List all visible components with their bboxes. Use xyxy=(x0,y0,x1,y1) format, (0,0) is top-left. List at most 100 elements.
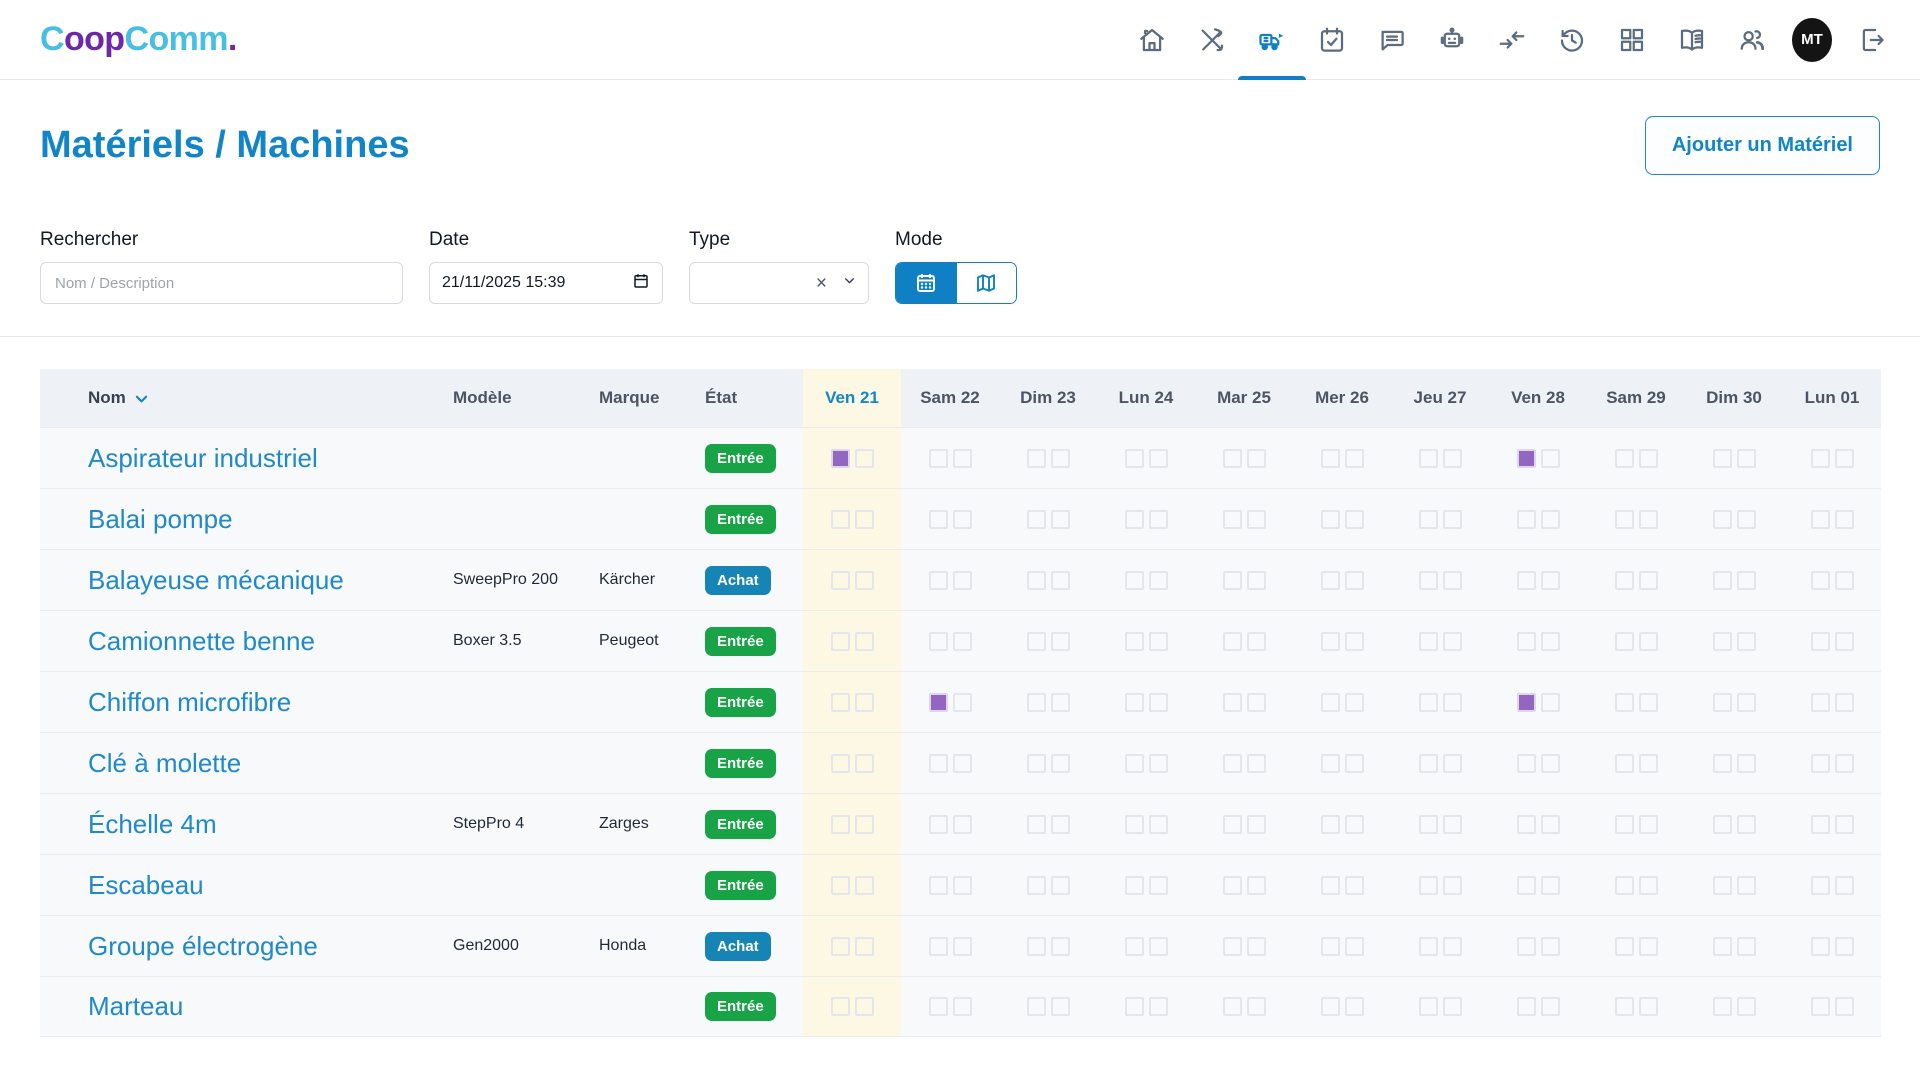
free-slot[interactable] xyxy=(1148,997,1168,1016)
free-slot[interactable] xyxy=(1050,509,1070,529)
free-slot[interactable] xyxy=(1540,997,1560,1016)
free-slot[interactable] xyxy=(1418,814,1438,834)
free-slot[interactable] xyxy=(1246,814,1266,834)
free-slot[interactable] xyxy=(1736,814,1756,834)
free-slot[interactable] xyxy=(1834,631,1854,651)
free-slot[interactable] xyxy=(1148,814,1168,834)
material-name-link[interactable]: Camionnette benne xyxy=(88,625,315,656)
free-slot[interactable] xyxy=(1418,570,1438,590)
material-name-link[interactable]: Échelle 4m xyxy=(88,808,217,839)
free-slot[interactable] xyxy=(1320,448,1340,468)
free-slot[interactable] xyxy=(1810,936,1830,956)
material-name-link[interactable]: Chiffon microfibre xyxy=(88,686,292,717)
free-slot[interactable] xyxy=(928,753,948,773)
free-slot[interactable] xyxy=(1516,509,1536,529)
free-slot[interactable] xyxy=(1712,631,1732,651)
free-slot[interactable] xyxy=(1736,936,1756,956)
free-slot[interactable] xyxy=(1344,814,1364,834)
free-slot[interactable] xyxy=(1050,936,1070,956)
free-slot[interactable] xyxy=(1148,936,1168,956)
free-slot[interactable] xyxy=(1638,631,1658,651)
free-slot[interactable] xyxy=(1148,448,1168,468)
free-slot[interactable] xyxy=(830,631,850,651)
free-slot[interactable] xyxy=(1418,997,1438,1016)
free-slot[interactable] xyxy=(1540,509,1560,529)
free-slot[interactable] xyxy=(1442,631,1462,651)
free-slot[interactable] xyxy=(1246,509,1266,529)
free-slot[interactable] xyxy=(1050,753,1070,773)
free-slot[interactable] xyxy=(1442,936,1462,956)
free-slot[interactable] xyxy=(1736,448,1756,468)
users-icon[interactable] xyxy=(1732,0,1772,80)
free-slot[interactable] xyxy=(1050,448,1070,468)
free-slot[interactable] xyxy=(1050,814,1070,834)
free-slot[interactable] xyxy=(1222,875,1242,895)
free-slot[interactable] xyxy=(1834,875,1854,895)
free-slot[interactable] xyxy=(1712,570,1732,590)
free-slot[interactable] xyxy=(1712,936,1732,956)
free-slot[interactable] xyxy=(1222,753,1242,773)
free-slot[interactable] xyxy=(952,814,972,834)
material-name-link[interactable]: Marteau xyxy=(88,991,184,1021)
free-slot[interactable] xyxy=(1246,570,1266,590)
free-slot[interactable] xyxy=(1442,509,1462,529)
free-slot[interactable] xyxy=(1246,875,1266,895)
free-slot[interactable] xyxy=(928,509,948,529)
free-slot[interactable] xyxy=(1026,814,1046,834)
free-slot[interactable] xyxy=(1418,753,1438,773)
free-slot[interactable] xyxy=(1222,631,1242,651)
free-slot[interactable] xyxy=(1540,448,1560,468)
free-slot[interactable] xyxy=(928,875,948,895)
free-slot[interactable] xyxy=(952,875,972,895)
free-slot[interactable] xyxy=(1124,692,1144,712)
date-input[interactable]: 21/11/2025 15:39 xyxy=(429,262,663,304)
free-slot[interactable] xyxy=(1442,448,1462,468)
free-slot[interactable] xyxy=(1442,570,1462,590)
free-slot[interactable] xyxy=(1124,936,1144,956)
material-name-link[interactable]: Aspirateur industriel xyxy=(88,442,318,473)
free-slot[interactable] xyxy=(1246,631,1266,651)
free-slot[interactable] xyxy=(1736,997,1756,1016)
mode-calendar-button[interactable] xyxy=(896,263,956,303)
free-slot[interactable] xyxy=(1614,692,1634,712)
free-slot[interactable] xyxy=(1246,753,1266,773)
free-slot[interactable] xyxy=(1344,570,1364,590)
free-slot[interactable] xyxy=(1026,509,1046,529)
free-slot[interactable] xyxy=(1222,570,1242,590)
reserved-slot[interactable] xyxy=(1516,448,1536,468)
free-slot[interactable] xyxy=(1834,753,1854,773)
truck-icon[interactable] xyxy=(1238,0,1306,80)
free-slot[interactable] xyxy=(830,936,850,956)
free-slot[interactable] xyxy=(928,936,948,956)
free-slot[interactable] xyxy=(1148,570,1168,590)
material-name-link[interactable]: Escabeau xyxy=(88,869,204,900)
free-slot[interactable] xyxy=(1516,936,1536,956)
tools-icon[interactable] xyxy=(1192,0,1232,80)
free-slot[interactable] xyxy=(1320,631,1340,651)
free-slot[interactable] xyxy=(854,997,874,1016)
free-slot[interactable] xyxy=(830,753,850,773)
free-slot[interactable] xyxy=(1712,753,1732,773)
add-material-button[interactable]: Ajouter un Matériel xyxy=(1644,116,1880,175)
free-slot[interactable] xyxy=(928,997,948,1016)
free-slot[interactable] xyxy=(1614,631,1634,651)
free-slot[interactable] xyxy=(1834,448,1854,468)
free-slot[interactable] xyxy=(1418,875,1438,895)
calendar-check-icon[interactable] xyxy=(1312,0,1352,80)
free-slot[interactable] xyxy=(854,570,874,590)
free-slot[interactable] xyxy=(1148,692,1168,712)
free-slot[interactable] xyxy=(1638,997,1658,1016)
free-slot[interactable] xyxy=(1516,570,1536,590)
free-slot[interactable] xyxy=(1540,753,1560,773)
free-slot[interactable] xyxy=(830,570,850,590)
free-slot[interactable] xyxy=(854,509,874,529)
free-slot[interactable] xyxy=(1418,692,1438,712)
free-slot[interactable] xyxy=(1736,875,1756,895)
free-slot[interactable] xyxy=(952,509,972,529)
free-slot[interactable] xyxy=(1442,753,1462,773)
free-slot[interactable] xyxy=(830,692,850,712)
free-slot[interactable] xyxy=(854,692,874,712)
free-slot[interactable] xyxy=(854,936,874,956)
free-slot[interactable] xyxy=(1810,814,1830,834)
free-slot[interactable] xyxy=(1344,509,1364,529)
